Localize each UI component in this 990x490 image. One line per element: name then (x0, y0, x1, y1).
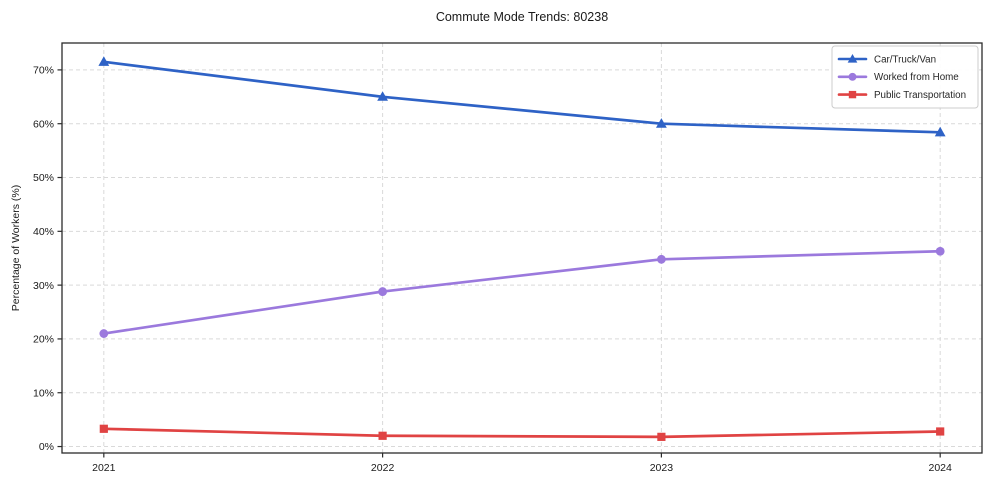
legend-item-car-truck-van: Car/Truck/Van (837, 53, 936, 65)
y-axis-label: Percentage of Workers (%) (10, 185, 22, 311)
x-axis: 2021 2022 2023 2024 (92, 453, 952, 474)
series-line-car-truck-van (102, 60, 942, 134)
x-tick-label: 2023 (650, 462, 674, 474)
y-tick-label: 50% (33, 172, 54, 184)
data-point-public-transportation-2023 (657, 432, 666, 441)
data-point-car-truck-van-2023 (655, 118, 667, 128)
legend-square-icon (848, 90, 857, 99)
y-tick-label: 10% (33, 387, 54, 399)
legend-item-public-transportation: Public Transportation (837, 90, 966, 101)
legend-triangle-icon (847, 53, 858, 63)
x-tick-label: 2021 (92, 462, 116, 474)
x-tick-label: 2024 (929, 462, 953, 474)
data-point-worked-from-home-2023 (656, 254, 666, 264)
y-tick-label: 60% (33, 118, 54, 130)
data-point-car-truck-van-2021 (98, 56, 110, 66)
legend-box (831, 45, 979, 109)
y-tick-label: 70% (33, 65, 54, 77)
x-tick-label: 2022 (371, 462, 395, 474)
data-point-car-truck-van-2024 (934, 126, 946, 137)
series-car-truck-van (98, 56, 946, 137)
data-point-worked-from-home-2024 (935, 246, 945, 256)
legend: Car/Truck/Van Worked from Home Public Tran… (831, 45, 979, 109)
series-line-public-transportation (102, 427, 942, 439)
plot-border (61, 42, 983, 454)
legend-label: Public Transportation (874, 90, 966, 101)
series-public-transportation (99, 424, 945, 441)
y-tick-label: 20% (33, 334, 54, 346)
chart-title: Commute Mode Trends: 80238 (436, 10, 608, 24)
legend-item-worked-from-home: Worked from Home (837, 72, 959, 83)
data-point-public-transportation-2021 (99, 424, 108, 433)
series-line-worked-from-home (102, 249, 942, 335)
data-point-public-transportation-2022 (378, 431, 387, 440)
y-tick-label: 40% (33, 226, 54, 238)
y-tick-label: 30% (33, 280, 54, 292)
y-tick-label: 0% (39, 441, 54, 453)
data-point-car-truck-van-2022 (377, 91, 389, 101)
legend-label: Worked from Home (874, 72, 959, 83)
legend-label: Car/Truck/Van (874, 54, 936, 65)
series-worked-from-home (99, 246, 945, 338)
data-point-public-transportation-2024 (936, 427, 945, 436)
data-point-worked-from-home-2022 (378, 287, 388, 296)
y-axis: 0% 10% 20% 30% 40% 50% 60% 70% (33, 65, 62, 453)
legend-circle-icon (848, 72, 857, 81)
data-point-worked-from-home-2021 (99, 329, 109, 338)
